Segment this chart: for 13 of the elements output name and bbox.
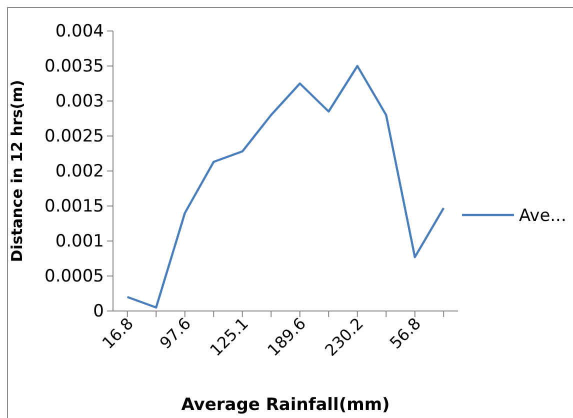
- y-axis-title: Distance in 12 hrs(m): [8, 80, 26, 262]
- y-tick-label: 0.004: [55, 21, 104, 42]
- line-series: [126, 64, 445, 309]
- y-tick-label: 0.001: [55, 231, 104, 252]
- y-tick-label: 0.0005: [44, 266, 104, 286]
- y-tick-label: 0.002: [55, 161, 104, 182]
- y-tick-label: 0: [93, 301, 104, 322]
- y-tick-label: 0.003: [55, 91, 104, 112]
- y-tick-label: 0.0035: [44, 56, 104, 76]
- y-tick-label: 0.0025: [44, 126, 104, 146]
- legend-label: Ave...: [519, 206, 566, 226]
- x-axis-title: Average Rainfall(mm): [181, 395, 390, 415]
- y-tick-label: 0.0015: [44, 196, 104, 216]
